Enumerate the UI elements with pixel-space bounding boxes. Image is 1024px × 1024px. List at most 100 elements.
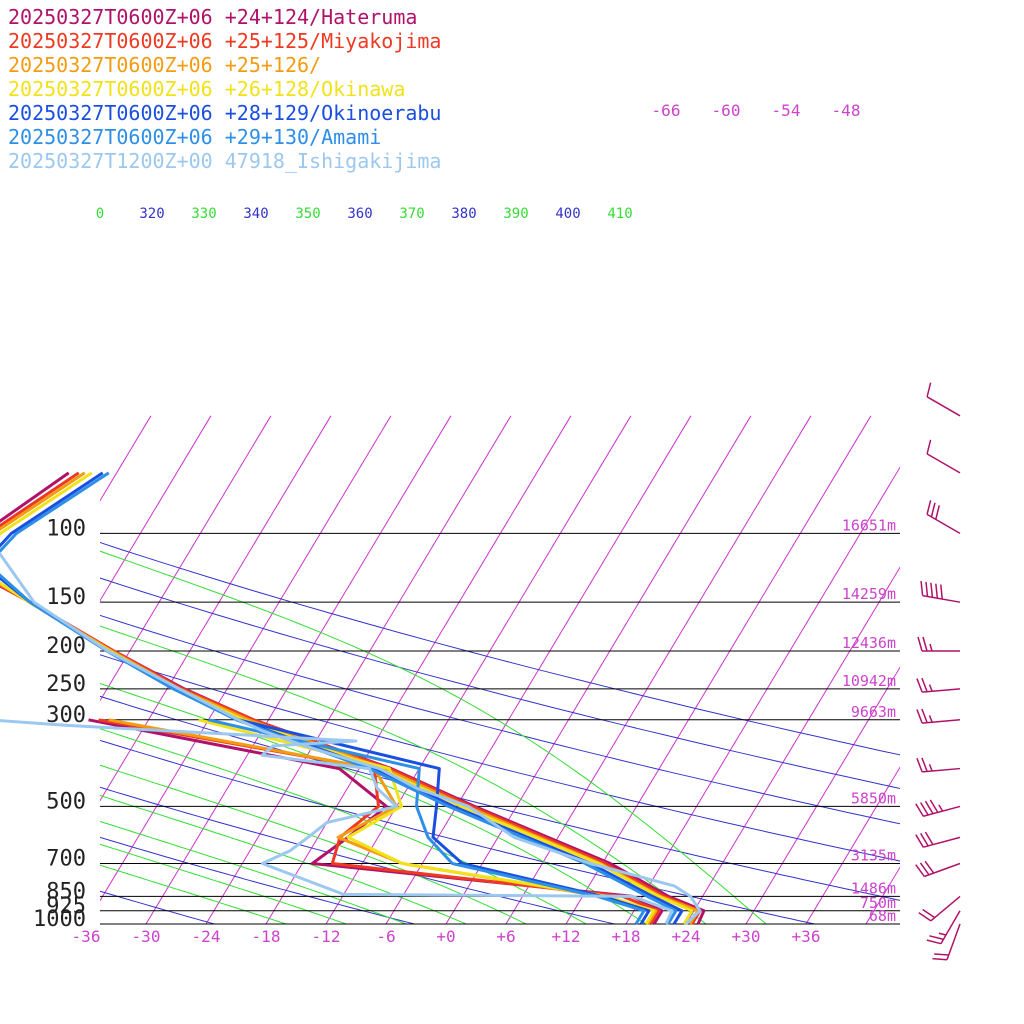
temperature-tick-label: -12 [312,927,341,946]
height-label: 5850m [851,789,896,807]
wind-barb-flag [919,862,930,876]
wind-barb [926,500,961,535]
pressure-label: 850 [46,879,86,904]
theta-label: 410 [607,206,632,222]
dewpoint-profile-line [98,718,661,925]
temperature-tick-label: -30 [132,927,161,946]
wind-barb-flag [915,803,924,817]
legend-entry: 20250327T0600Z+06 +24+124/Hateruma [8,5,417,29]
wind-barb-staff [930,895,961,922]
moist-adiabat-line [100,820,408,924]
pressure-label: 100 [46,516,86,541]
legend-entry: 20250327T0600Z+06 +25+126/ [8,53,321,77]
temperature-tick-label: +12 [552,927,581,946]
wind-barb-flag [921,708,928,723]
dewpoint-profile-line [0,719,674,925]
wind-barb-flag [926,500,932,515]
legend-entry: 20250327T0600Z+06 +26+128/Okinawa [8,77,405,101]
wind-barb-staff [923,805,961,817]
temperature-tick-label: -36 [72,927,101,946]
temperature-profile-line [0,551,702,926]
isotherm-line [265,415,572,924]
wind-barb-flag [915,834,924,848]
wind-barb [915,860,961,878]
wind-barb-flag [924,860,935,874]
wind-barb [920,581,961,603]
wind-barb [915,831,961,848]
height-label: 12436m [842,634,896,652]
wind-barb-flag [916,709,923,724]
wind-barb-staff [926,513,961,535]
pressure-label: 700 [46,846,86,871]
isotherm-line [145,415,452,924]
wind-barb-staff [926,453,961,474]
moist-adiabat-line [100,843,348,924]
wind-barb-flag [921,677,928,692]
dry-adiabat-line [100,786,617,924]
theta-label: 340 [243,206,268,222]
wind-barb-flag [926,382,932,397]
pressure-label: 250 [46,672,86,697]
wind-barb-flag [924,800,934,815]
wind-barb-staff [922,688,961,693]
wind-barb-flag [929,935,944,941]
legend-entry: 20250327T0600Z+06 +25+125/Miyakojima [8,29,441,53]
isotherm-line [805,766,900,924]
sounding-series [0,471,706,926]
isotherm-label: -66 [652,101,681,120]
wind-barb-flag [925,581,929,597]
wind-barb-flag [940,584,944,600]
temperature-tick-label: +36 [792,927,821,946]
wind-barb-flag [919,802,929,816]
wind-barb-flag [917,636,923,652]
wind-barb-staff [922,767,961,773]
moist-adiabat-line [100,550,767,924]
wind-barb-flag [921,757,928,772]
theta-label: 350 [295,206,320,222]
wind-barb-staff [923,836,961,848]
temperature-tick-label: +18 [612,927,641,946]
wind-barb-flag [935,505,941,520]
wind-barb-staff [926,396,961,417]
temperature-tick-label: +6 [496,927,515,946]
isotherm-line [745,666,900,924]
wind-barb-flag [924,831,934,845]
dewpoint-profile-line [208,718,646,925]
theta-label: 400 [555,206,580,222]
legend: 20250327T0600Z+06 +24+124/Hateruma202503… [8,5,441,173]
pressure-label: 200 [46,634,86,659]
theta-label: 390 [503,206,528,222]
theta-label: 320 [139,206,164,222]
dry-adiabat-line [100,614,900,825]
wind-barb-flag [932,957,948,961]
isotherm-line [100,415,392,902]
wind-barb-staff [922,594,961,603]
theta-label: 0 [96,206,104,222]
isotherm-line [205,415,512,924]
wind-barb [916,708,961,724]
theta-label: 370 [399,206,424,222]
dry-adiabat-line [100,541,900,756]
wind-barb [932,923,961,961]
isotherm-line [100,415,272,702]
dry-adiabat-line [100,836,417,924]
wind-barb-staff [946,923,961,960]
isotherm-line [100,415,212,602]
isotherm-label: -48 [832,101,861,120]
height-label: 1486m [851,879,896,897]
isotherm-line [100,415,152,502]
legend-entry: 20250327T0600Z+06 +28+129/Okinoerabu [8,101,441,125]
moist-adiabat-line [100,794,468,924]
theta-label: 360 [347,206,372,222]
wind-barb-half-flag [929,643,933,652]
height-label: 16651m [842,516,896,534]
wind-barb-staff [924,862,961,878]
height-label: 14259m [842,585,896,603]
pressure-label: 150 [46,585,86,610]
height-label: 750m [860,894,896,912]
moist-adiabat-line [100,682,648,924]
legend-entry: 20250327T1200Z+00 47918_Ishigakijima [8,149,441,173]
legend-entry: 20250327T0600Z+06 +29+130/Amami [8,125,381,149]
isotherm-line [685,566,900,924]
